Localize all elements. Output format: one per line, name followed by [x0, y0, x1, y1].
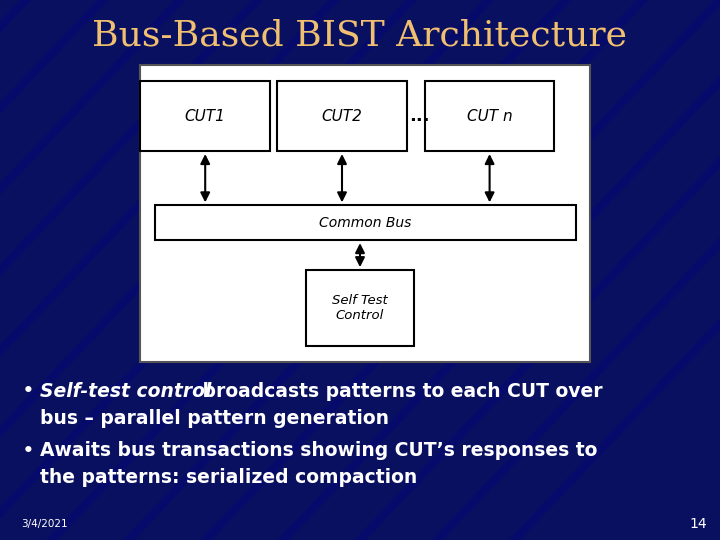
Text: CUT1: CUT1: [185, 109, 225, 124]
FancyArrowPatch shape: [356, 245, 364, 265]
Text: Awaits bus transactions showing CUT’s responses to: Awaits bus transactions showing CUT’s re…: [40, 441, 597, 461]
Text: 3/4/2021: 3/4/2021: [22, 519, 68, 529]
Text: bus – parallel pattern generation: bus – parallel pattern generation: [40, 409, 389, 428]
Text: CUT2: CUT2: [322, 109, 362, 124]
Bar: [155, 205, 576, 240]
Text: Self-test control: Self-test control: [40, 382, 211, 401]
Bar: [140, 65, 590, 362]
Text: broadcasts patterns to each CUT over: broadcasts patterns to each CUT over: [196, 382, 603, 401]
Text: Common Bus: Common Bus: [319, 216, 412, 229]
FancyArrowPatch shape: [338, 156, 346, 200]
Bar: [140, 81, 270, 151]
Text: 14: 14: [690, 517, 707, 531]
FancyArrowPatch shape: [202, 156, 209, 200]
FancyArrowPatch shape: [486, 156, 493, 200]
Bar: [425, 81, 554, 151]
Text: ...: ...: [410, 107, 430, 125]
Bar: [306, 270, 414, 346]
Text: the patterns: serialized compaction: the patterns: serialized compaction: [40, 468, 417, 488]
Text: •: •: [22, 441, 35, 461]
Text: Bus-Based BIST Architecture: Bus-Based BIST Architecture: [92, 18, 628, 52]
Bar: [277, 81, 407, 151]
Text: •: •: [22, 381, 35, 402]
Text: CUT n: CUT n: [467, 109, 513, 124]
Text: Self Test
Control: Self Test Control: [332, 294, 388, 322]
